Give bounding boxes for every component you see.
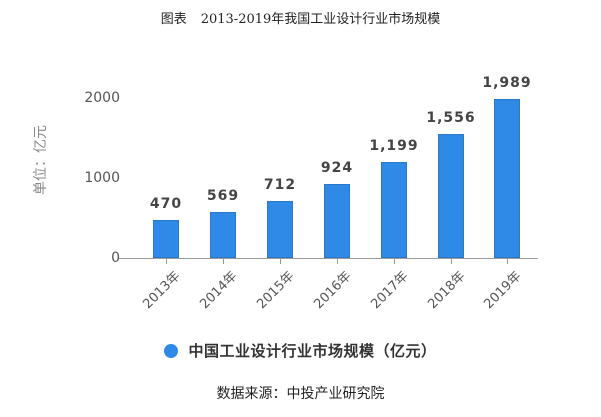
bar <box>210 212 236 258</box>
value-label: 924 <box>320 160 354 177</box>
x-axis-line <box>118 258 538 259</box>
bar <box>153 220 179 258</box>
x-tick-label: 2017年 <box>368 268 412 313</box>
y-tick-label: 1000 <box>84 170 120 186</box>
chart-title: 图表 2013-2019年我国工业设计行业市场规模 <box>0 8 601 27</box>
y-tick-label: 2000 <box>84 90 120 106</box>
value-label: 1,989 <box>482 74 532 91</box>
value-label: 569 <box>206 188 240 205</box>
value-label: 470 <box>149 196 183 213</box>
x-tick <box>337 259 338 264</box>
x-tick <box>166 259 167 264</box>
legend: 中国工业设计行业市场规模（亿元） <box>0 340 601 361</box>
value-label: 1,199 <box>369 138 419 155</box>
x-tick <box>394 259 395 264</box>
x-tick-label: 2018年 <box>425 268 469 313</box>
bar <box>494 98 520 258</box>
bar <box>267 201 293 258</box>
legend-marker-icon <box>164 343 179 358</box>
y-tick-label: 0 <box>111 250 120 266</box>
x-tick <box>507 259 508 264</box>
bar <box>438 133 464 258</box>
legend-label: 中国工业设计行业市场规模（亿元） <box>188 342 437 360</box>
figure-title: 2013-2019年我国工业设计行业市场规模 <box>200 12 441 27</box>
bar <box>381 162 407 258</box>
x-tick-label: 2019年 <box>481 268 525 313</box>
x-tick <box>223 259 224 264</box>
x-tick-label: 2016年 <box>311 268 355 313</box>
x-tick-label: 2014年 <box>197 268 241 313</box>
x-tick-label: 2013年 <box>140 268 184 313</box>
x-tick-label: 2015年 <box>254 268 298 313</box>
y-axis-label: 单位：亿元 <box>33 125 49 195</box>
x-tick <box>451 259 452 264</box>
bar <box>324 184 350 258</box>
figure-label: 图表 <box>160 12 187 27</box>
value-label: 712 <box>263 177 297 194</box>
value-label: 1,556 <box>426 109 476 126</box>
x-tick <box>280 259 281 264</box>
data-source: 数据来源：中投产业研究院 <box>216 386 385 402</box>
